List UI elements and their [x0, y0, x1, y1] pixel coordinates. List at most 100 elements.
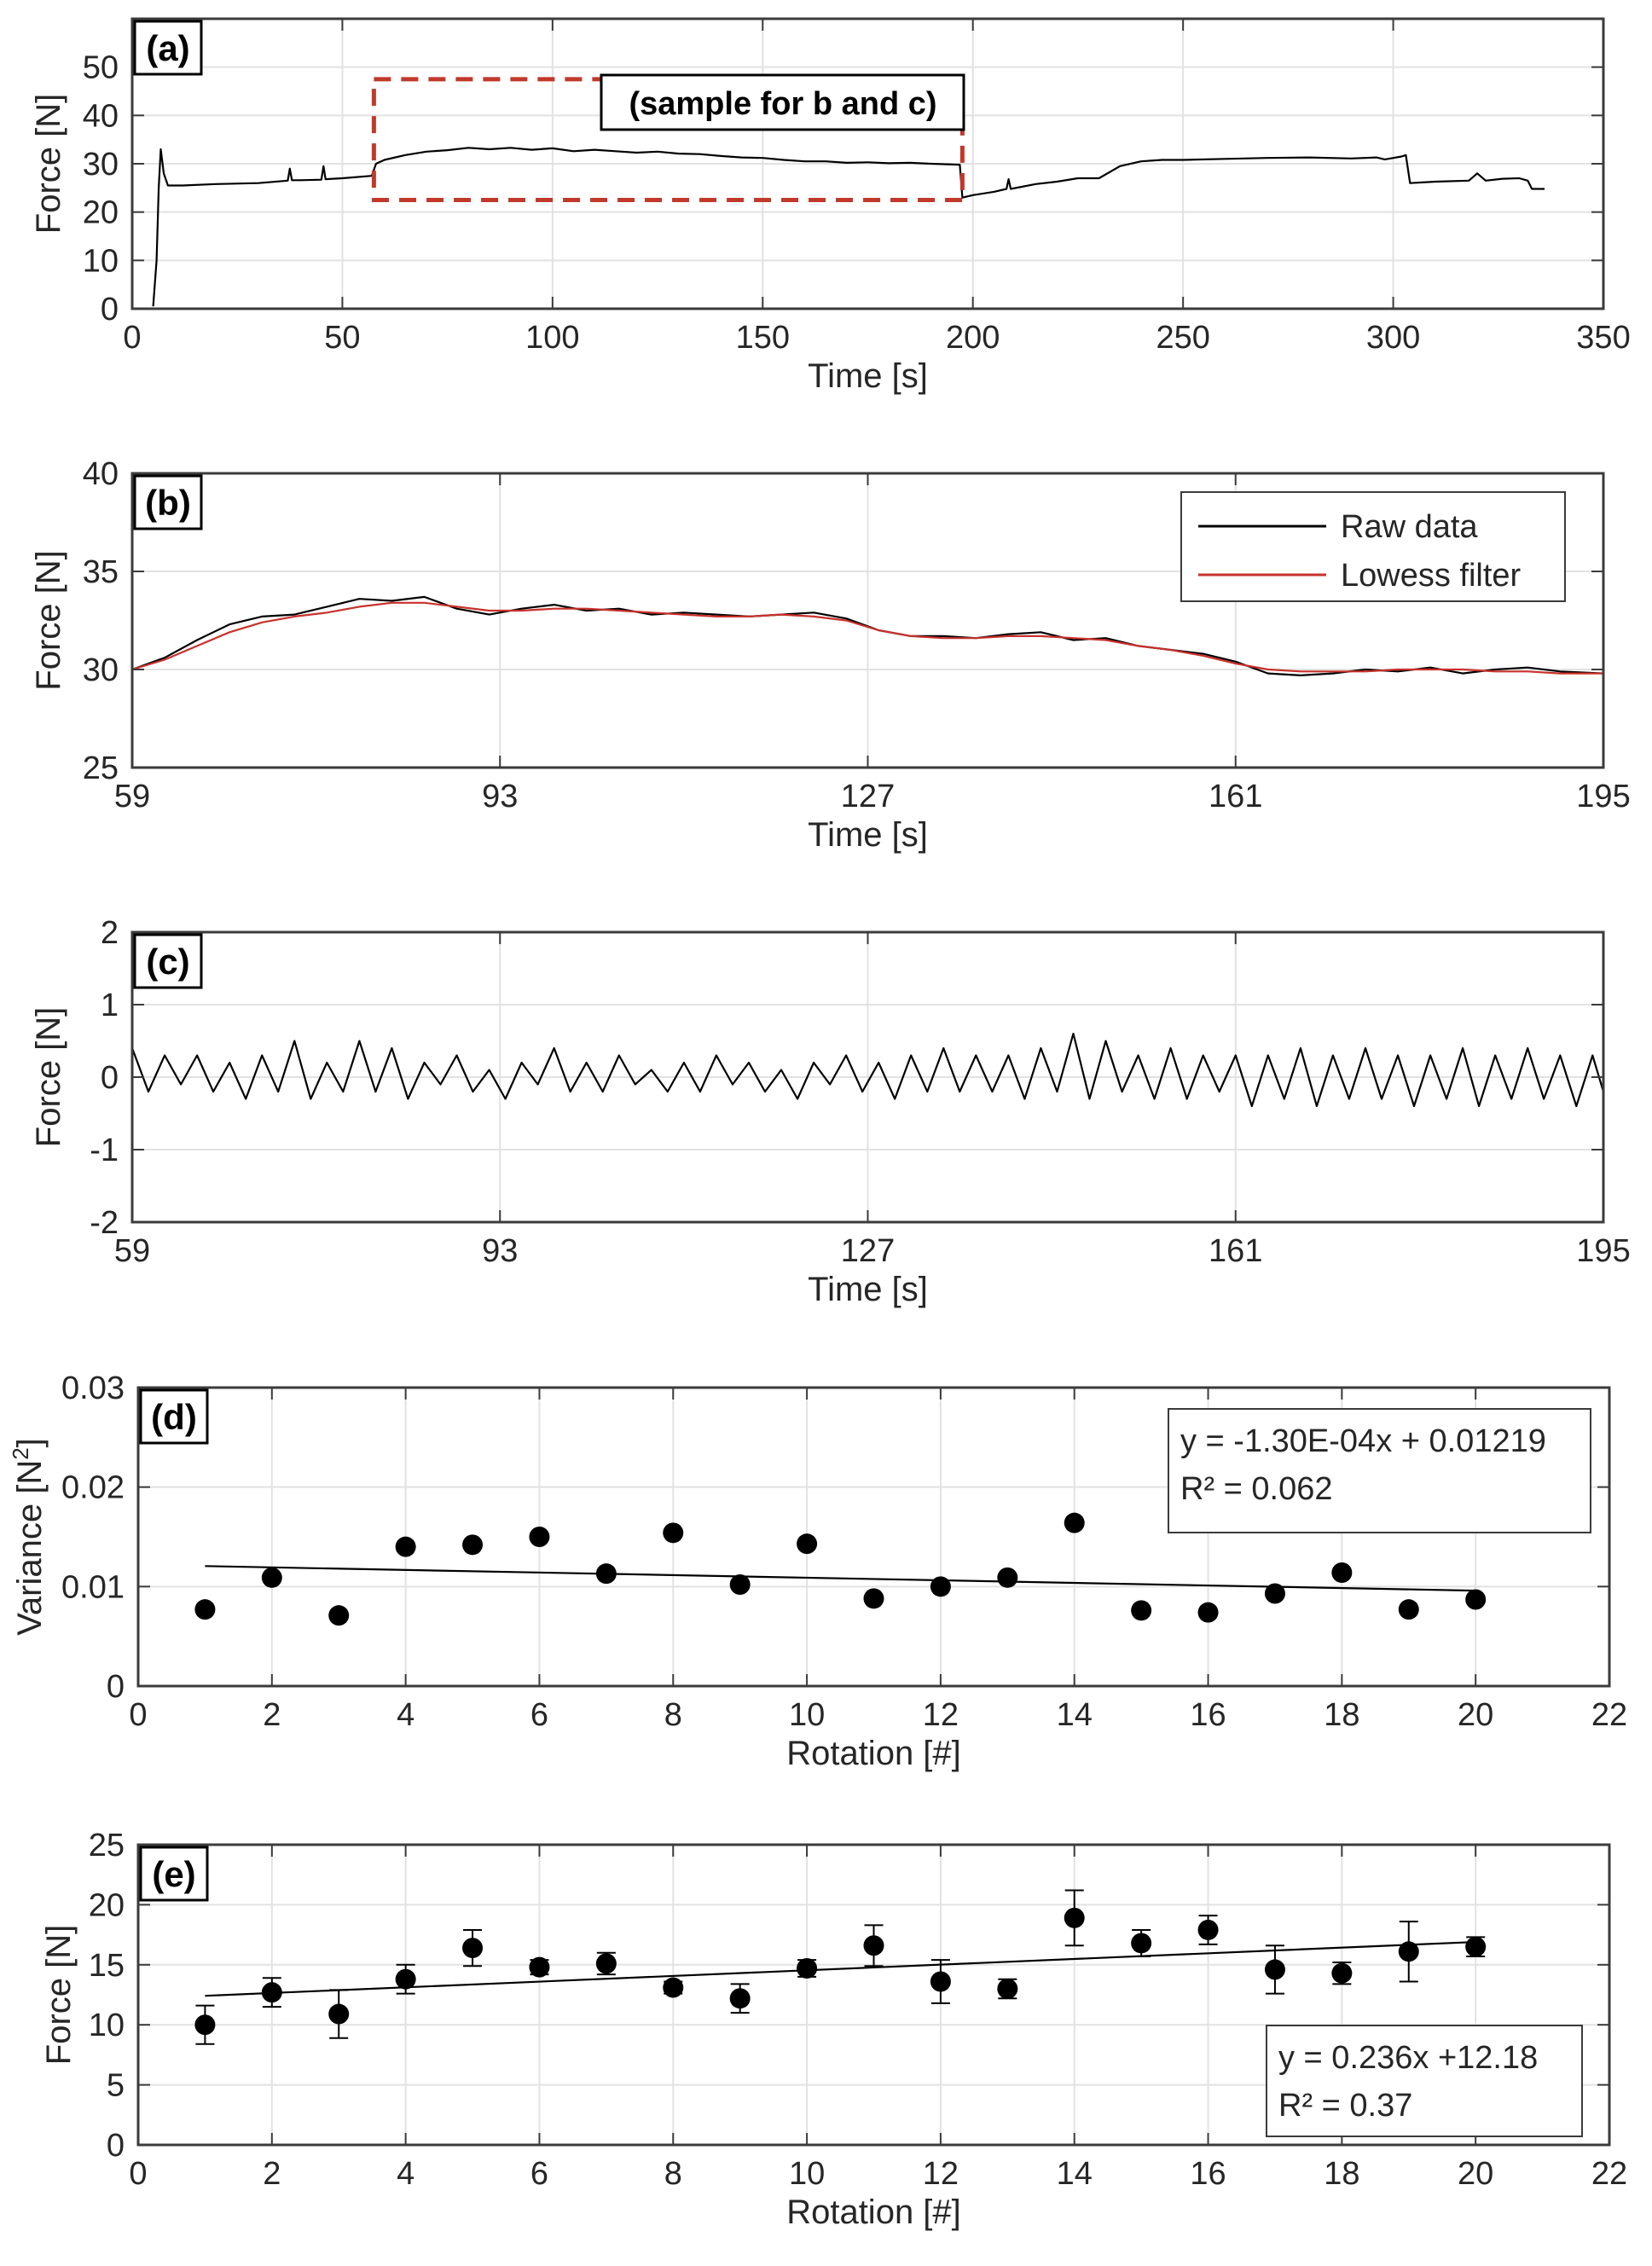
- data-point: [1465, 1589, 1487, 1610]
- x-tick-label: 10: [789, 1697, 825, 1733]
- x-tick-label: 0: [129, 2156, 147, 2192]
- x-axis-label: Rotation [#]: [786, 1735, 961, 1772]
- panel-label-text: (a): [146, 28, 189, 68]
- data-point: [663, 1977, 684, 1998]
- panel-label: (b): [133, 474, 203, 530]
- fit-equation: y = -1.30E-04x + 0.01219 R² = 0.062: [1168, 1408, 1591, 1533]
- y-axis-label-main: Variance [N: [11, 1460, 49, 1636]
- x-tick-label: 100: [525, 320, 579, 356]
- data-point: [194, 2014, 216, 2036]
- y-axis-label: Force [N]: [30, 94, 67, 234]
- x-tick-label: 200: [946, 320, 1000, 356]
- data-point: [797, 1958, 818, 1979]
- x-tick-label: 59: [114, 779, 150, 814]
- x-tick-label: 195: [1576, 779, 1630, 814]
- x-tick-label: 350: [1576, 320, 1630, 356]
- data-layer: [194, 1512, 1487, 1626]
- x-tick-label: 127: [841, 1233, 895, 1269]
- panel-label-text: (d): [151, 1397, 197, 1437]
- panel-label-text: (c): [146, 942, 189, 982]
- y-tick-label: 20: [89, 1887, 125, 1923]
- data-point: [1197, 1919, 1219, 1940]
- x-tick-label: 4: [397, 1697, 414, 1733]
- x-tick-label: 16: [1190, 1697, 1226, 1733]
- x-tick-label: 14: [1057, 2156, 1093, 2192]
- y-tick-label: 25: [89, 1828, 125, 1863]
- y-tick-label: -1: [90, 1133, 119, 1168]
- data-point: [462, 1534, 484, 1556]
- x-tick-label: 161: [1209, 779, 1262, 814]
- x-tick-label: 93: [482, 1233, 518, 1269]
- y-tick-label: 20: [83, 195, 119, 231]
- y-axis-label: Force [N]: [30, 1007, 67, 1147]
- panel-c: 59 93 127 161 195 -2 -1 0 1 2 Time [s] Force [N] (c): [30, 915, 1631, 1308]
- x-tick-label: 93: [482, 779, 518, 814]
- panel-label: (c): [133, 933, 203, 989]
- x-tick-label: 195: [1576, 1233, 1630, 1269]
- x-axis-label: Time [s]: [808, 357, 928, 395]
- panel-label: (d): [139, 1388, 209, 1445]
- x-tick-label: 18: [1324, 1697, 1359, 1733]
- data-layer: [132, 595, 1603, 677]
- x-tick-label: 6: [530, 1697, 548, 1733]
- trend-line: [205, 1565, 1476, 1592]
- y-tick-label: -2: [90, 1205, 119, 1241]
- data-point: [863, 1935, 884, 1956]
- data-point: [462, 1938, 484, 1959]
- y-axis-label: Variance [N2]: [8, 1438, 49, 1636]
- legend-entry: Lowess filter: [1341, 558, 1522, 594]
- data-layer: [194, 1889, 1487, 2045]
- panel-label: (e): [139, 1846, 209, 1902]
- data-layer: [132, 1032, 1603, 1108]
- y-tick-label: 30: [83, 147, 119, 183]
- x-axis-label: Time [s]: [808, 816, 928, 854]
- x-tick-label: 6: [530, 2156, 548, 2192]
- x-tick-label: 20: [1458, 2156, 1493, 2192]
- data-point: [663, 1522, 684, 1544]
- sample-annotation-text: (sample for b and c): [629, 86, 936, 122]
- panel-e: 0 2 4 6 8 10 12 14 16 18 20 22 0 5 10 15 20 25 Rotation [#…: [40, 1828, 1627, 2231]
- data-point: [997, 1978, 1018, 1999]
- data-point: [1398, 1941, 1419, 1962]
- x-tick-label: 2: [263, 1697, 281, 1733]
- axes-frame: [136, 1843, 1611, 2147]
- series-line-detrended-force: [132, 1032, 1603, 1108]
- y-axis-label-end: ]: [11, 1438, 49, 1447]
- y-tick-label: 0.03: [61, 1371, 125, 1406]
- fit-r2-text: R² = 0.062: [1180, 1471, 1333, 1507]
- fit-equation: y = 0.236x +12.18 R² = 0.37: [1266, 2025, 1583, 2137]
- y-tick-label: 0: [101, 1060, 119, 1096]
- y-tick-label: 0.02: [61, 1470, 125, 1506]
- x-tick-label: 20: [1458, 1697, 1493, 1733]
- panel-label-box: [133, 474, 203, 530]
- x-tick-label: 127: [841, 779, 895, 814]
- data-point: [1465, 1936, 1487, 1957]
- panel-label-box: [139, 1846, 209, 1902]
- x-tick-label: 8: [664, 2156, 682, 2192]
- y-tick-label: 5: [107, 2068, 125, 2104]
- x-tick-label: 4: [397, 2156, 414, 2192]
- data-point: [1264, 1959, 1285, 1980]
- data-point: [1331, 1962, 1353, 1984]
- trend-line: [205, 1940, 1476, 1997]
- sample-annotation-box: [600, 73, 965, 131]
- legend-entry: Raw data: [1341, 509, 1478, 545]
- axes-frame: [136, 1386, 1611, 1688]
- series-line-lowess-filter: [132, 601, 1603, 675]
- panel-label-box: [133, 933, 203, 989]
- data-layer: [152, 147, 1545, 307]
- data-point: [1331, 1562, 1353, 1583]
- panel-label-text: (b): [145, 483, 191, 523]
- y-tick-label: 15: [89, 1948, 125, 1984]
- y-axis-label: Force [N]: [30, 550, 67, 690]
- y-tick-label: 0: [101, 292, 119, 327]
- data-point: [1398, 1599, 1419, 1620]
- data-point: [261, 1982, 282, 2003]
- y-tick-label: 10: [83, 243, 119, 279]
- y-tick-label: 25: [83, 751, 119, 786]
- panel-b: 59 93 127 161 195 25 30 35 40 Time [s] Force [N] (b…: [30, 456, 1631, 854]
- y-tick-label: 35: [83, 554, 119, 590]
- data-point: [261, 1567, 282, 1588]
- fit-equation-box: [1266, 2025, 1583, 2137]
